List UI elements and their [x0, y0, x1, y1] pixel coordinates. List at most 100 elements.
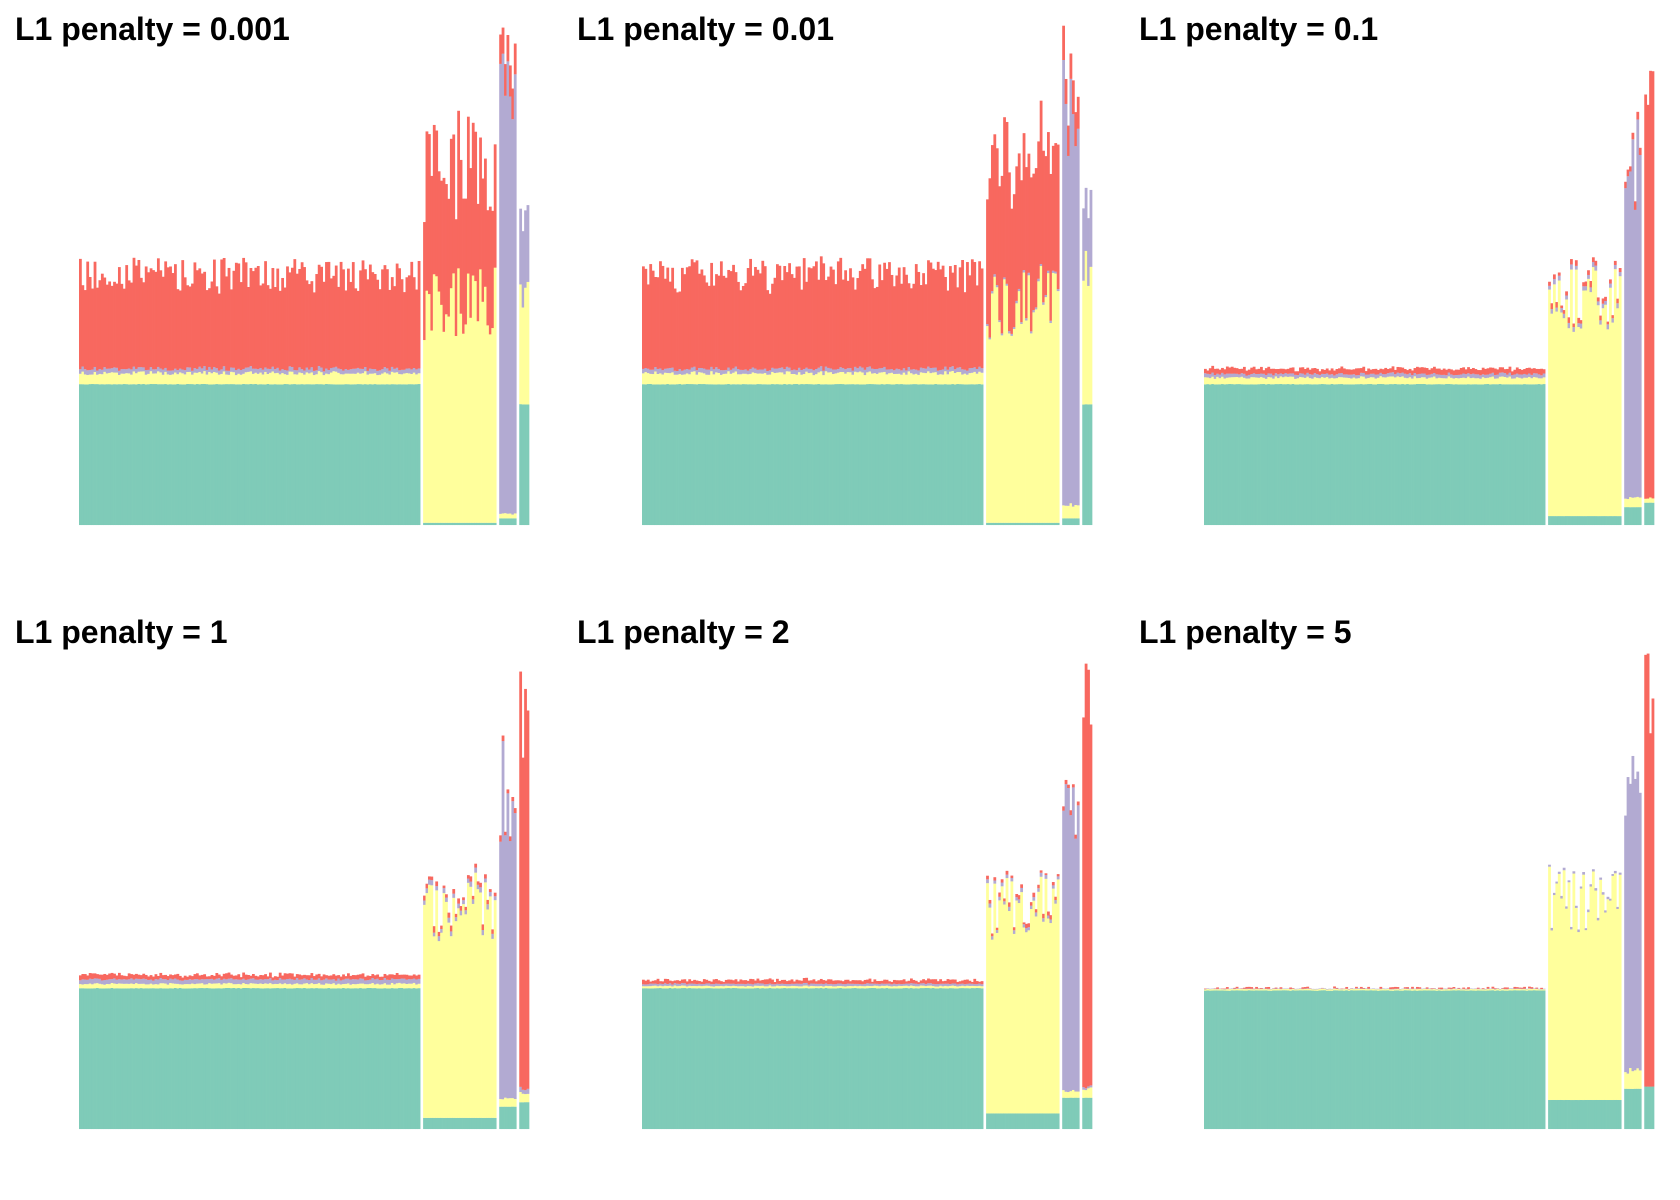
bar-segment-cluster-1 — [1338, 990, 1341, 1130]
bar-segment-cluster-3 — [139, 367, 143, 372]
bar-segment-cluster-4 — [961, 260, 964, 370]
bar-segment-cluster-2 — [1267, 376, 1271, 385]
bar-segment-cluster-1 — [1000, 1113, 1004, 1130]
bar-segment-cluster-1 — [953, 988, 957, 1130]
bar-segment-cluster-4 — [795, 266, 799, 371]
bar-segment-cluster-1 — [149, 383, 153, 526]
bar-segment-cluster-3 — [1367, 374, 1371, 378]
bar-segment-cluster-4 — [115, 975, 119, 980]
bar-segment-cluster-3 — [978, 983, 982, 986]
bar-segment-cluster-2 — [105, 983, 109, 989]
bar-segment-cluster-4 — [227, 267, 231, 371]
bar-segment-cluster-3 — [1570, 264, 1573, 270]
bar-segment-cluster-1 — [1376, 383, 1380, 526]
bar-segment-cluster-4 — [1649, 70, 1652, 498]
bar-segment-cluster-2 — [351, 373, 355, 385]
bar-segment-cluster-4 — [1204, 368, 1207, 374]
bar-segment-cluster-4 — [329, 278, 333, 369]
bar-segment-cluster-1 — [912, 988, 916, 1130]
bar-segment-cluster-2 — [276, 983, 280, 989]
bar-segment-cluster-4 — [334, 265, 338, 367]
bar-segment-cluster-4 — [300, 262, 304, 370]
bar-segment-cluster-2 — [385, 373, 389, 385]
bar-segment-cluster-2 — [988, 907, 992, 1114]
bar-segment-cluster-3 — [290, 979, 294, 985]
bar-segment-cluster-1 — [1325, 384, 1329, 526]
bar-segment-cluster-2 — [152, 984, 155, 989]
bar-segment-cluster-2 — [188, 371, 192, 385]
bar-segment-cluster-1 — [1613, 516, 1617, 526]
bar-segment-cluster-3 — [998, 896, 1002, 901]
bar-segment-cluster-1 — [371, 988, 375, 1130]
bar-segment-cluster-2 — [232, 372, 236, 385]
bar-segment-cluster-3 — [939, 983, 943, 986]
bar-segment-cluster-2 — [488, 896, 492, 1118]
bar-segment-cluster-3 — [105, 368, 109, 374]
bar-segment-cluster-1 — [1391, 990, 1395, 1130]
bar-segment-cluster-3 — [1010, 333, 1014, 336]
bar-segment-cluster-3 — [1638, 792, 1642, 1071]
bar-segment-cluster-2 — [1528, 988, 1531, 991]
bar-segment-cluster-4 — [1008, 172, 1011, 332]
bar-segment-cluster-1 — [1242, 990, 1246, 1130]
bar-segment-cluster-1 — [1017, 522, 1021, 526]
bar-segment-cluster-4 — [403, 292, 406, 370]
bar-segment-cluster-1 — [519, 1102, 523, 1130]
bar-segment-cluster-1 — [734, 384, 738, 526]
bar-segment-cluster-3 — [1381, 374, 1385, 378]
bar-segment-cluster-3 — [922, 368, 925, 373]
bar-segment-cluster-2 — [832, 986, 835, 989]
bar-segment-cluster-2 — [1362, 376, 1366, 385]
bar-segment-cluster-4 — [724, 979, 728, 984]
bar-segment-cluster-2 — [251, 983, 255, 989]
bar-segment-cluster-4 — [978, 261, 982, 367]
bar-segment-cluster-3 — [1208, 988, 1212, 990]
bar-segment-cluster-3 — [488, 891, 492, 897]
bar-segment-cluster-2 — [897, 985, 901, 989]
bar-segment-cluster-3 — [1082, 208, 1086, 281]
bar-segment-cluster-1 — [844, 988, 848, 1130]
bar-segment-cluster-1 — [356, 384, 360, 526]
bar-segment-cluster-2 — [1498, 989, 1502, 991]
bar-segment-cluster-4 — [181, 977, 185, 981]
bar-segment-cluster-3 — [393, 368, 397, 373]
bar-segment-cluster-1 — [373, 988, 377, 1130]
bar-segment-cluster-4 — [113, 281, 116, 368]
bar-segment-cluster-4 — [1609, 279, 1612, 284]
bar-segment-cluster-2 — [410, 983, 414, 989]
bar-segment-cluster-2 — [1235, 988, 1239, 991]
bar-segment-cluster-1 — [174, 987, 177, 1130]
bar-segment-cluster-4 — [1022, 133, 1026, 271]
bar-segment-cluster-2 — [849, 372, 852, 385]
bar-segment-cluster-1 — [130, 988, 133, 1130]
bar-segment-cluster-1 — [1584, 516, 1588, 526]
bar-segment-cluster-1 — [995, 1113, 999, 1130]
bar-segment-cluster-1 — [278, 384, 282, 526]
bar-segment-cluster-2 — [1420, 989, 1424, 991]
bar-segment-cluster-2 — [286, 374, 289, 385]
bar-segment-cluster-3 — [980, 368, 984, 373]
bar-segment-cluster-3 — [953, 983, 957, 986]
bar-segment-cluster-3 — [1230, 988, 1234, 990]
bar-segment-cluster-3 — [817, 983, 821, 987]
bar-segment-cluster-4 — [1433, 366, 1436, 374]
bar-segment-cluster-4 — [729, 979, 733, 984]
bar-segment-cluster-3 — [1633, 778, 1637, 1071]
bar-segment-cluster-1 — [361, 988, 365, 1130]
bar-segment-cluster-1 — [1570, 1100, 1573, 1130]
bar-segment-cluster-4 — [907, 283, 911, 368]
bar-segment-cluster-3 — [1037, 888, 1041, 892]
bar-segment-cluster-2 — [164, 371, 168, 385]
bar-segment-cluster-2 — [1340, 989, 1344, 991]
bar-segment-cluster-2 — [824, 371, 828, 385]
bar-segment-cluster-2 — [1291, 988, 1295, 991]
bar-segment-cluster-2 — [181, 373, 185, 385]
bar-segment-cluster-4 — [286, 973, 289, 980]
bar-segment-cluster-2 — [1260, 989, 1263, 991]
bar-segment-cluster-3 — [276, 367, 280, 373]
bar-segment-cluster-4 — [417, 974, 421, 979]
bar-segment-cluster-4 — [892, 286, 896, 371]
bar-segment-cluster-2 — [445, 901, 448, 1118]
bar-segment-cluster-4 — [254, 975, 258, 980]
bar-segment-cluster-4 — [1355, 986, 1358, 989]
